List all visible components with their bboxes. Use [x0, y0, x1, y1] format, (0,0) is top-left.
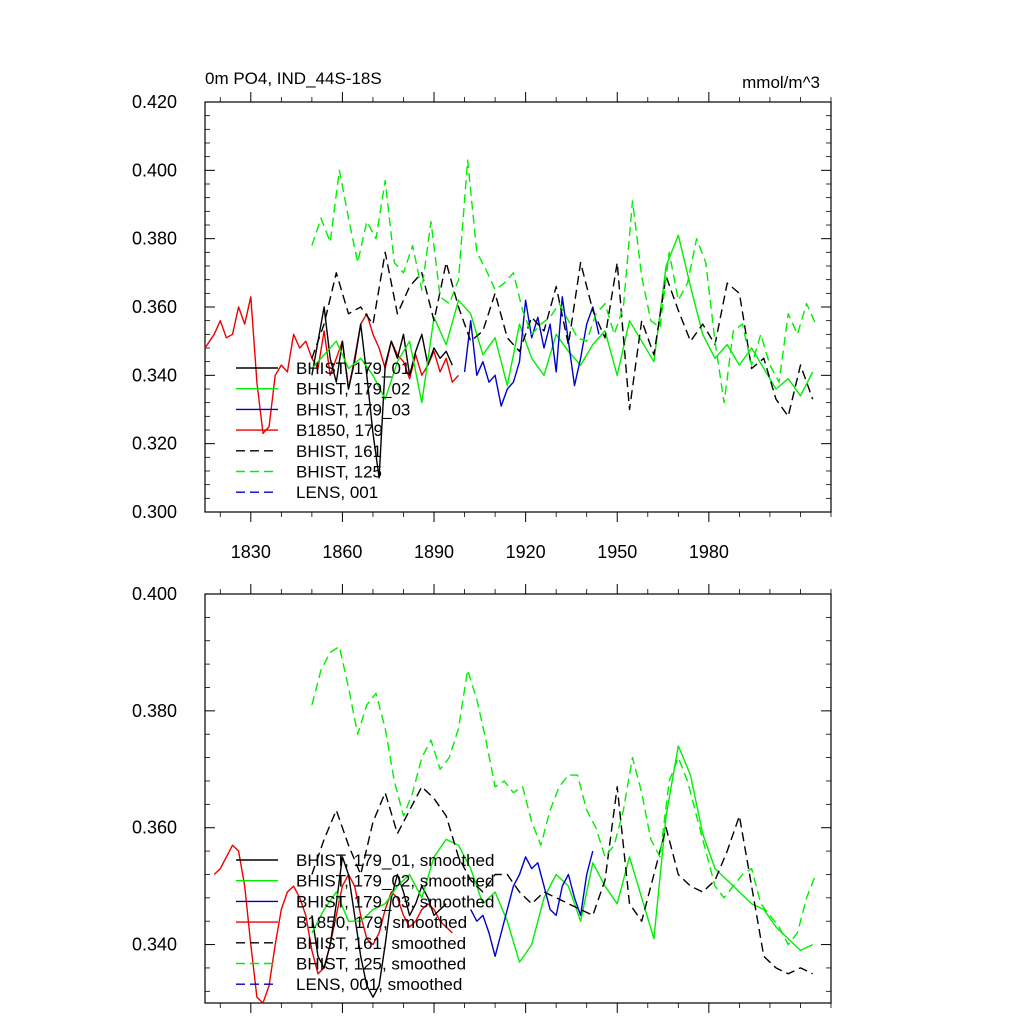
series-line-bhist-125-smoothed — [311, 645, 817, 946]
y-tick-label: 0.380 — [132, 701, 177, 721]
legend-label: BHIST, 161, smoothed — [296, 934, 466, 953]
y-tick-label: 0.360 — [132, 297, 177, 317]
x-tick-label: 1830 — [231, 542, 271, 562]
top-panel: 1830 1860 1890 1920 1950 1980 0.300 0.320 0.340 0… — [132, 92, 832, 562]
legend-label: BHIST, 179_03 — [296, 400, 410, 419]
legend-label: BHIST, 179_01 — [296, 359, 410, 378]
series-line-bhist-161 — [311, 251, 814, 417]
y-tick-label: 0.300 — [132, 502, 177, 522]
legend-label: BHIST, 179_01, smoothed — [296, 851, 494, 870]
y-tick-label: 0.340 — [132, 365, 177, 385]
y-tick-label: 0.400 — [132, 160, 177, 180]
legend-label: BHIST, 179_02 — [296, 380, 410, 399]
units-label: mmol/m^3 — [742, 73, 820, 92]
y-tick-label: 0.420 — [132, 92, 177, 112]
series-line-bhist-125 — [311, 159, 817, 404]
legend-label: BHIST, 125, smoothed — [296, 955, 466, 974]
legend-label: LENS, 001 — [296, 483, 378, 502]
x-tick-label: 1980 — [689, 542, 729, 562]
x-tick-label: 1950 — [597, 542, 637, 562]
legend-label: B1850, 179, smoothed — [296, 913, 467, 932]
series-line-bhist-179-02 — [311, 234, 814, 404]
y-tick-label: 0.400 — [132, 584, 177, 604]
legend-label: BHIST, 179_03, smoothed — [296, 892, 494, 911]
series-line-b1850-179 — [205, 296, 460, 435]
legend-label: LENS, 001, smoothed — [296, 975, 462, 994]
legend-label: B1850, 179 — [296, 421, 383, 440]
x-tick-label: 1860 — [322, 542, 362, 562]
legend-label: BHIST, 161 — [296, 442, 382, 461]
series-line-bhist-161-smoothed — [311, 786, 814, 975]
x-tick-label: 1920 — [506, 542, 546, 562]
series-line-bhist-179-03-smoothed — [470, 850, 594, 957]
y-tick-label: 0.360 — [132, 818, 177, 838]
series-line-bhist-179-02-smoothed — [311, 745, 814, 963]
legend-label: BHIST, 125 — [296, 463, 382, 482]
y-tick-label: 0.380 — [132, 229, 177, 249]
legend-label: BHIST, 179_02, smoothed — [296, 872, 494, 891]
series-line-bhist-179-03 — [463, 296, 600, 407]
series-line-bhist-179-01 — [311, 306, 453, 479]
y-tick-label: 0.340 — [132, 935, 177, 955]
bottom-panel: 0.340 0.360 0.380 0.400 BHIST, 179_01, smoot… — [132, 584, 832, 1013]
chart-title: 0m PO4, IND_44S-18S — [205, 69, 382, 88]
plot-frame — [204, 593, 832, 1004]
legend: BHIST, 179_01, smoothed BHIST, 179_02, sm… — [236, 851, 494, 994]
y-tick-label: 0.320 — [132, 434, 177, 454]
series-line-b1850-179-smoothed — [213, 844, 453, 1003]
x-tick-label: 1890 — [414, 542, 454, 562]
